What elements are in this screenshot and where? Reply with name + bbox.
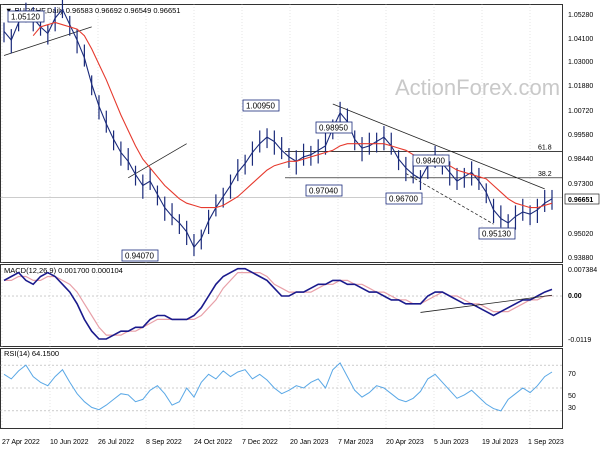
rsi-tick: 70 xyxy=(568,371,576,378)
price-frame xyxy=(0,4,563,263)
time-tick: 10 Jun 2022 xyxy=(50,439,89,446)
price-tick: 1.03000 xyxy=(568,59,593,66)
price-series-line xyxy=(3,8,553,249)
annotation-label: 0.97040 xyxy=(309,187,338,196)
macd-signal-line xyxy=(4,272,553,336)
last-price-box xyxy=(564,193,600,205)
annotation-label: 0.98950 xyxy=(319,124,348,133)
annotation-label: 0.96700 xyxy=(389,195,418,204)
time-tick: 1 Sep 2023 xyxy=(528,439,564,446)
macd-tick: -0.0119 xyxy=(568,337,591,344)
annotation-box xyxy=(412,154,450,167)
annotation-box xyxy=(121,249,159,262)
fib-level-label: 38.2 xyxy=(538,171,552,178)
time-axis: 27 Apr 2022 10 Jun 2022 26 Jul 2022 8 Se… xyxy=(2,439,564,446)
price-tick: 0.98440 xyxy=(568,156,593,163)
last-price-label: 0.96651 xyxy=(568,197,593,204)
annotation-box xyxy=(478,227,516,240)
price-tick: 1.00720 xyxy=(568,108,593,115)
annotation-box xyxy=(385,192,423,205)
time-tick: 5 Jun 2023 xyxy=(434,439,469,446)
time-tick: 7 Dec 2022 xyxy=(242,439,278,446)
watermark: ActionForex.com xyxy=(395,75,560,100)
time-tick: 26 Jul 2022 xyxy=(98,439,134,446)
time-tick: 24 Oct 2022 xyxy=(194,439,232,446)
price-tick: 1.04100 xyxy=(568,36,593,43)
time-tick: 19 Jul 2023 xyxy=(482,439,518,446)
annotation-box xyxy=(242,99,280,112)
time-tick: 7 Mar 2023 xyxy=(338,439,374,446)
fib-level-label: 61.8 xyxy=(538,144,552,151)
price-panel: 61.8 38.2 xyxy=(0,0,562,257)
macd-panel-title: MACD(12,26,9) 0.001700 0.000104 xyxy=(4,266,123,275)
price-axis: 1.05280 1.04100 1.03000 1.01880 1.00720 … xyxy=(564,12,600,262)
annotation-box xyxy=(305,184,343,197)
price-tick: 1.05280 xyxy=(568,12,593,19)
macd-panel xyxy=(0,267,562,340)
annotation-label: 0.94070 xyxy=(125,252,154,261)
moving-average-line xyxy=(32,21,553,209)
time-tick: 27 Apr 2022 xyxy=(2,439,40,446)
annotation-label: 0.95130 xyxy=(482,230,511,239)
macd-tick: 0.007384 xyxy=(568,267,597,274)
price-tick: 0.95020 xyxy=(568,231,593,238)
time-tick: 8 Sep 2022 xyxy=(146,439,182,446)
rsi-panel xyxy=(0,362,562,412)
rsi-frame xyxy=(0,348,563,429)
annotation-label: 1.05120 xyxy=(11,13,40,22)
annotation-label: 0.98400 xyxy=(416,157,445,166)
macd-line xyxy=(3,267,553,340)
annotation-label: 1.00950 xyxy=(246,102,275,111)
trendline xyxy=(128,143,187,179)
time-tick: 20 Apr 2023 xyxy=(386,439,424,446)
macd-frame xyxy=(0,264,563,347)
macd-trendline xyxy=(420,294,553,313)
trendline xyxy=(332,103,545,190)
rsi-tick: 30 xyxy=(568,405,576,412)
annotation-box xyxy=(315,121,353,134)
price-tick: 1.01880 xyxy=(568,83,593,90)
rsi-panel-title: RSI(14) 64.1500 xyxy=(4,349,59,358)
rsi-line xyxy=(3,362,553,412)
annotations: 1.05120 1.00950 0.98950 0.98400 0.97040 … xyxy=(7,10,516,262)
price-panel-title: ▼ EURCHF,Daily 0.96583 0.96692 0.96549 0… xyxy=(5,6,180,15)
price-tick: 0.93880 xyxy=(568,255,593,262)
time-tick: 20 Jan 2023 xyxy=(290,439,329,446)
macd-axis: 0.007384 0.00 -0.0119 xyxy=(568,267,597,344)
macd-tick: 0.00 xyxy=(568,293,582,300)
price-tick: 0.97300 xyxy=(568,181,593,188)
annotation-box xyxy=(7,10,45,23)
rsi-tick: 50 xyxy=(568,393,576,400)
rsi-axis: 70 50 30 xyxy=(568,371,576,412)
price-tick: 0.99580 xyxy=(568,132,593,139)
